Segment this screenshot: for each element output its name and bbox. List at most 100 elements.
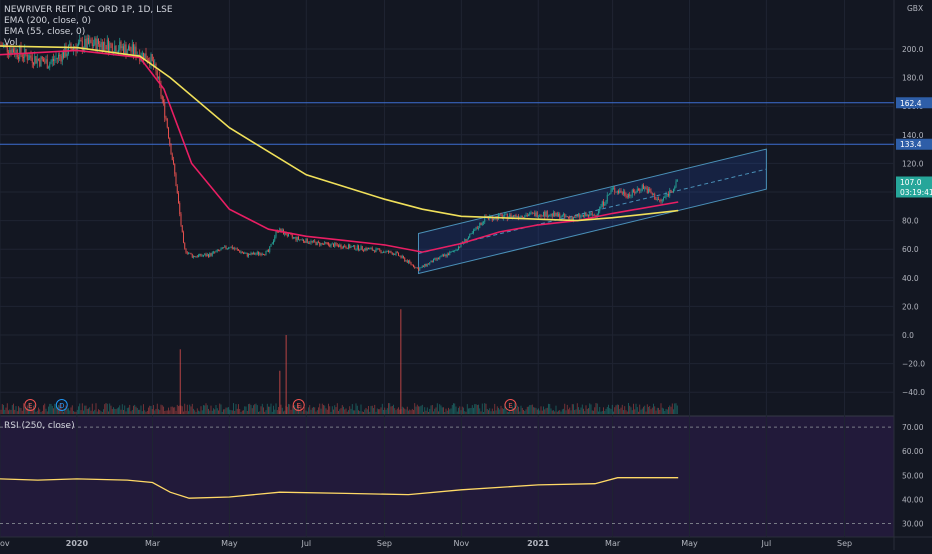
volume-bar xyxy=(485,403,487,414)
volume-bar xyxy=(386,408,388,414)
volume-bar xyxy=(176,404,178,414)
candle-body xyxy=(434,258,436,260)
volume-bar xyxy=(15,406,17,414)
volume-bar xyxy=(481,403,483,414)
volume-bar xyxy=(464,411,466,414)
ema200-legend[interactable]: EMA (200, close, 0) xyxy=(4,16,92,26)
volume-bar xyxy=(434,408,436,414)
event-marker[interactable]: D xyxy=(55,399,68,411)
volume-bar xyxy=(323,405,324,414)
candle-body xyxy=(118,49,119,53)
volume-bar xyxy=(330,411,332,414)
volume-bar xyxy=(294,405,296,414)
candle-body xyxy=(636,189,638,193)
candle-body xyxy=(284,231,286,235)
candle-body xyxy=(251,252,253,255)
candle-body xyxy=(39,59,41,67)
volume-bar xyxy=(209,410,211,414)
candle-body xyxy=(393,253,394,255)
candle-body xyxy=(180,214,182,226)
volume-bar xyxy=(204,405,206,414)
volume-bar xyxy=(91,403,93,414)
volume-bar xyxy=(326,409,328,414)
candle-body xyxy=(436,257,438,260)
candle-body xyxy=(409,260,411,263)
candle-body xyxy=(293,237,294,239)
volume-bar xyxy=(669,405,671,414)
volume-bar xyxy=(134,404,136,414)
volume-bar xyxy=(229,409,231,414)
volume-bar xyxy=(529,405,531,414)
volume-bar xyxy=(1,404,3,414)
volume-bar xyxy=(388,403,389,414)
volume-bar xyxy=(271,411,273,414)
volume-bar xyxy=(543,406,544,414)
candle-body xyxy=(189,252,191,254)
candle-body xyxy=(651,193,653,195)
event-marker[interactable]: E xyxy=(24,399,37,411)
candle-body xyxy=(378,248,379,250)
volume-bar xyxy=(539,410,541,414)
candle-body xyxy=(265,250,267,255)
event-marker[interactable]: E xyxy=(292,399,305,411)
candle-body xyxy=(333,243,334,247)
volume-bar xyxy=(363,411,364,414)
candle-body xyxy=(475,227,477,231)
candle-body xyxy=(574,217,576,218)
y-tick-label: −20.0 xyxy=(902,360,925,369)
candle-body xyxy=(146,58,148,61)
volume-bar xyxy=(126,407,128,414)
volume-bar xyxy=(484,403,486,414)
candle-body xyxy=(661,199,663,202)
volume-bar xyxy=(78,406,79,414)
ema55-legend[interactable]: EMA (55, close, 0) xyxy=(4,27,86,37)
candle-body xyxy=(361,246,363,250)
volume-bar xyxy=(266,403,268,414)
volume-bar xyxy=(278,407,279,414)
candle-body xyxy=(245,253,247,254)
candle-body xyxy=(244,253,246,255)
volume-bar xyxy=(440,405,442,414)
candle-body xyxy=(15,49,17,55)
volume-bar xyxy=(96,411,98,414)
volume-bar xyxy=(156,403,158,414)
volume-bar xyxy=(395,410,397,414)
volume-bar xyxy=(418,406,419,414)
candle-body xyxy=(634,191,636,194)
volume-bar xyxy=(398,407,399,414)
candle-body xyxy=(524,216,526,219)
candle-body xyxy=(95,38,97,51)
volume-bar xyxy=(596,403,598,414)
volume-bar xyxy=(166,410,168,414)
volume-bar xyxy=(396,408,398,414)
candle-body xyxy=(429,262,431,265)
volume-bar xyxy=(629,405,631,414)
volume-bar xyxy=(190,406,192,414)
candle-body xyxy=(439,257,441,259)
candle-body xyxy=(598,211,599,214)
candle-body xyxy=(158,76,159,79)
candle-body xyxy=(513,215,514,217)
volume-bar xyxy=(348,410,349,414)
volume-legend[interactable]: Vol xyxy=(4,38,18,48)
candle-body xyxy=(411,264,413,266)
candle-body xyxy=(124,44,126,54)
event-marker[interactable]: E xyxy=(504,399,517,411)
rsi-legend[interactable]: RSI (250, close) xyxy=(4,421,75,431)
candle-body xyxy=(419,268,421,271)
volume-bar xyxy=(84,405,86,414)
volume-bar xyxy=(666,409,668,414)
candle-body xyxy=(639,189,641,191)
candle-body xyxy=(595,215,597,217)
candle-body xyxy=(294,237,296,238)
candle-body xyxy=(179,202,181,215)
candle-body xyxy=(433,258,434,263)
candle-body xyxy=(236,248,238,250)
volume-bar xyxy=(79,403,81,414)
volume-bar xyxy=(36,410,38,414)
symbol-title[interactable]: NEWRIVER REIT PLC ORD 1P, 1D, LSE xyxy=(4,5,173,15)
volume-bar xyxy=(274,409,276,414)
volume-bar xyxy=(5,407,7,414)
